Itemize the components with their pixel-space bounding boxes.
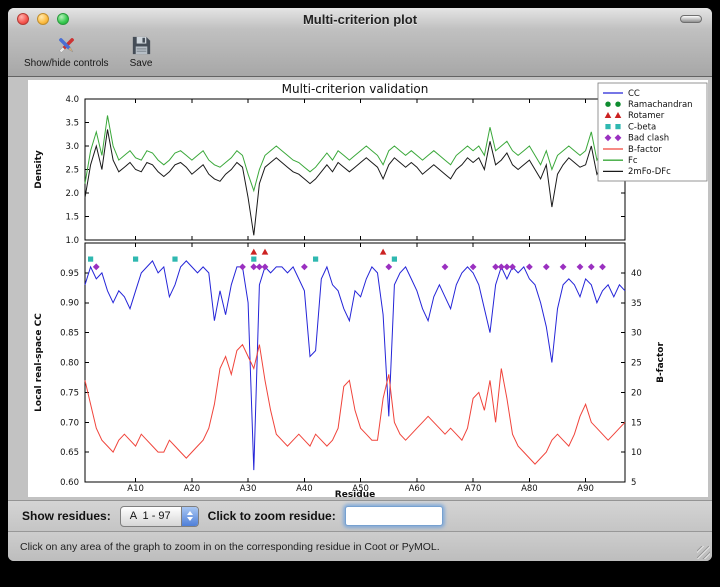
svg-text:30: 30	[631, 329, 642, 339]
svg-text:0.90: 0.90	[60, 299, 79, 309]
show-residues-label: Show residues:	[22, 509, 111, 523]
svg-text:4.0: 4.0	[65, 95, 79, 105]
svg-text:A50: A50	[352, 484, 369, 494]
save-icon	[132, 36, 150, 55]
svg-text:CC: CC	[628, 89, 640, 99]
svg-text:Residue: Residue	[335, 490, 375, 497]
show-hide-controls-button[interactable]: Show/hide controls	[24, 33, 109, 69]
svg-text:A90: A90	[577, 484, 594, 494]
svg-text:0.75: 0.75	[60, 388, 79, 398]
svg-text:Fc: Fc	[628, 156, 638, 166]
svg-text:A40: A40	[296, 484, 313, 494]
svg-text:0.60: 0.60	[60, 478, 79, 488]
svg-text:A60: A60	[409, 484, 426, 494]
status-text: Click on any area of the graph to zoom i…	[20, 541, 440, 553]
window: Multi-criterion plot Show/hide controls	[8, 8, 712, 561]
resize-grip[interactable]	[697, 546, 710, 559]
popup-stepper-arrows-icon	[180, 506, 198, 526]
window-title: Multi-criterion plot	[302, 11, 418, 27]
close-button[interactable]	[17, 13, 29, 25]
svg-text:B-factor: B-factor	[656, 342, 666, 383]
svg-text:Multi-criterion validation: Multi-criterion validation	[282, 82, 429, 96]
svg-text:2mFo-DFc: 2mFo-DFc	[628, 167, 671, 177]
svg-text:0.65: 0.65	[60, 448, 79, 458]
svg-text:Rotamer: Rotamer	[628, 111, 665, 121]
svg-text:Density: Density	[34, 150, 44, 189]
plot-area: Multi-criterion validation 1.0 1.5 2.0 2.5 3.…	[8, 77, 712, 500]
svg-text:A20: A20	[184, 484, 201, 494]
svg-text:3.5: 3.5	[65, 119, 79, 129]
svg-text:2.5: 2.5	[65, 166, 79, 176]
svg-text:5: 5	[631, 478, 636, 488]
traffic-lights	[17, 13, 69, 25]
residue-range-select[interactable]: A 1 - 97	[119, 505, 199, 527]
svg-text:0.80: 0.80	[60, 359, 79, 369]
titlebar[interactable]: Multi-criterion plot	[8, 8, 712, 30]
svg-text:1.0: 1.0	[65, 236, 79, 246]
svg-text:Bad clash: Bad clash	[628, 134, 669, 144]
svg-text:10: 10	[631, 448, 642, 458]
svg-text:A10: A10	[127, 484, 144, 494]
toolbar: Show/hide controls Save	[8, 30, 712, 77]
svg-text:A80: A80	[521, 484, 538, 494]
save-button[interactable]: Save	[129, 33, 154, 69]
svg-text:C-beta: C-beta	[628, 122, 656, 132]
svg-text:A30: A30	[240, 484, 257, 494]
svg-text:Local real-space CC: Local real-space CC	[34, 313, 44, 412]
status-bar: Click on any area of the graph to zoom i…	[8, 531, 712, 561]
svg-text:20: 20	[631, 388, 642, 398]
minimize-button[interactable]	[37, 13, 49, 25]
save-label: Save	[129, 58, 153, 69]
toolbar-toggle-button[interactable]	[680, 15, 702, 23]
controls-bar: Show residues: A 1 - 97 Click to zoom re…	[8, 500, 712, 531]
svg-text:B-factor: B-factor	[628, 145, 662, 155]
svg-text:1.5: 1.5	[65, 213, 79, 223]
svg-text:Ramachandran: Ramachandran	[628, 100, 693, 110]
svg-text:35: 35	[631, 299, 642, 309]
zoom-residue-label: Click to zoom residue:	[207, 509, 336, 523]
figure-canvas[interactable]: Multi-criterion validation 1.0 1.5 2.0 2.5 3.…	[28, 80, 708, 497]
multi-criterion-plot-svg[interactable]: Multi-criterion validation 1.0 1.5 2.0 2.5 3.…	[28, 80, 708, 497]
show-hide-controls-icon	[58, 38, 74, 53]
svg-text:25: 25	[631, 359, 642, 369]
svg-text:0.70: 0.70	[60, 418, 79, 428]
svg-text:0.95: 0.95	[60, 269, 79, 279]
zoom-residue-input[interactable]	[344, 506, 443, 526]
svg-text:3.0: 3.0	[65, 142, 79, 152]
residue-range-value: A 1 - 97	[129, 509, 171, 522]
svg-text:0.85: 0.85	[60, 329, 79, 339]
svg-text:40: 40	[631, 269, 642, 279]
svg-text:2.0: 2.0	[65, 189, 79, 199]
svg-text:A70: A70	[465, 484, 482, 494]
svg-text:15: 15	[631, 418, 642, 428]
show-hide-controls-label: Show/hide controls	[24, 58, 109, 69]
zoom-window-button[interactable]	[57, 13, 69, 25]
